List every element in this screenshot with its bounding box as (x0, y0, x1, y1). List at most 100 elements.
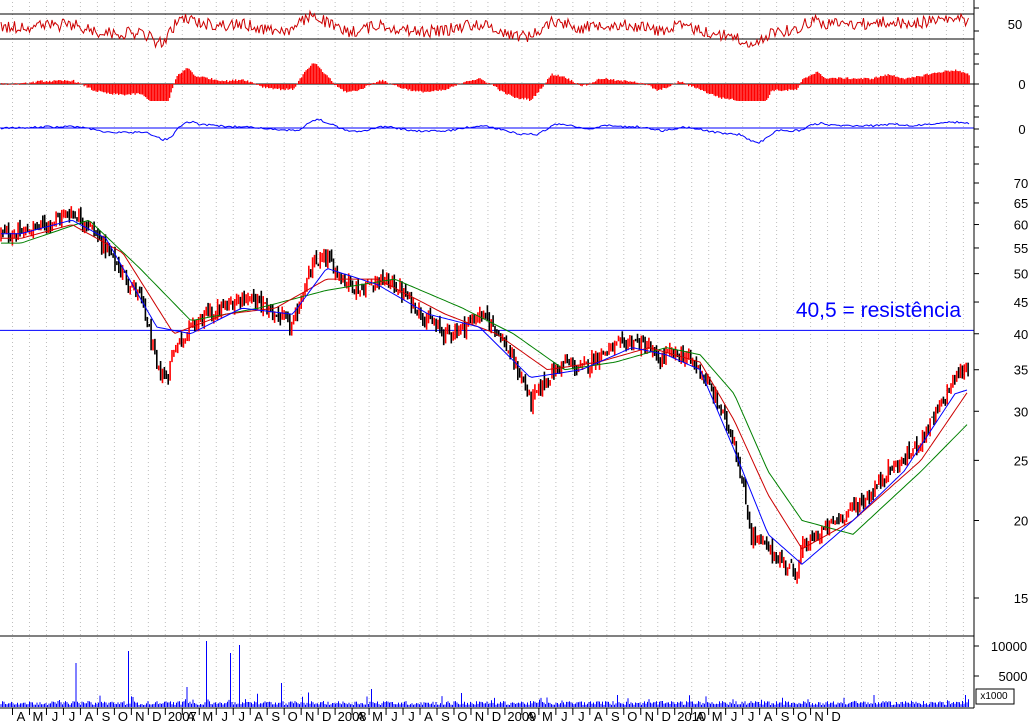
histogram-bar (557, 74, 559, 84)
histogram-bar (838, 77, 840, 84)
ma-fast-line (1, 220, 968, 565)
histogram-bar (583, 84, 585, 85)
histogram-bar (112, 84, 114, 95)
histogram-bar (913, 77, 915, 84)
month-label: A (424, 709, 433, 723)
histogram-bar (79, 83, 81, 84)
histogram-bar (748, 84, 750, 101)
histogram-bar (193, 74, 195, 84)
histogram-bar (845, 77, 847, 84)
month-label: M (202, 709, 213, 723)
histogram-bar (578, 84, 580, 85)
histogram-bar (703, 84, 705, 91)
histogram-bar (422, 84, 424, 93)
histogram-bar (724, 84, 726, 99)
histogram-bar (23, 82, 25, 84)
histogram-bar (151, 84, 153, 101)
volume-bars (0, 641, 969, 707)
histogram-bar (182, 70, 184, 84)
histogram-bar (950, 70, 952, 84)
histogram-bar (940, 72, 942, 84)
histogram-bar (445, 84, 447, 91)
histogram-bar (626, 81, 628, 84)
histogram-bar (892, 75, 894, 84)
histogram-bar (190, 70, 192, 84)
histogram-bar (316, 64, 318, 84)
month-label: 2008 (338, 709, 367, 723)
histogram-bar (572, 81, 574, 84)
month-label: J (222, 709, 229, 723)
histogram-bar (701, 84, 703, 90)
histogram-bar (887, 74, 889, 84)
histogram-bar (787, 84, 789, 91)
histogram-bar (965, 73, 967, 84)
histogram-bar (793, 84, 795, 91)
histogram-bar (922, 76, 924, 84)
histogram-bar (659, 84, 661, 90)
histogram-bar (31, 82, 33, 84)
histogram-bar (823, 77, 825, 84)
histogram-bar (728, 84, 730, 100)
histogram-bar (740, 84, 742, 101)
histogram-bar (343, 84, 345, 92)
histogram-bar (599, 79, 601, 84)
histogram-bar (770, 84, 772, 92)
histogram-bar (254, 83, 256, 84)
histogram-bar (134, 84, 136, 95)
histogram-bar (682, 81, 684, 84)
histogram-bar (743, 84, 745, 101)
histogram-bar (820, 74, 822, 84)
histogram-bar (827, 78, 829, 84)
histogram-bar (169, 84, 171, 98)
month-label: D (152, 709, 161, 723)
histogram-bar (103, 84, 105, 93)
histogram-bar (571, 79, 573, 84)
histogram-bar (145, 84, 147, 98)
histogram-bar (700, 84, 702, 91)
histogram-bar (763, 84, 765, 101)
histogram-bar (893, 75, 895, 84)
histogram-bar (313, 63, 315, 84)
histogram-bar (224, 81, 226, 84)
histogram-bar (607, 78, 609, 84)
histogram-bar (425, 84, 427, 92)
histogram-bar (851, 78, 853, 84)
histogram-bar (886, 75, 888, 84)
histogram-bar (256, 84, 258, 85)
histogram-bar (286, 84, 288, 89)
histogram-bar (158, 84, 160, 101)
histogram-bar (116, 84, 118, 94)
histogram-bar (854, 78, 856, 84)
histogram-bar (661, 84, 663, 90)
histogram-bar (434, 84, 436, 91)
histogram-bar (919, 76, 921, 84)
histogram-bar (695, 84, 697, 89)
histogram-bar (632, 81, 634, 84)
histogram-bar (895, 76, 897, 84)
histogram-bar (295, 84, 297, 87)
histogram-bar (595, 81, 597, 84)
histogram-bar (781, 84, 783, 92)
histogram-bar (706, 84, 708, 94)
month-label: N (645, 709, 654, 723)
ma-mid-line (1, 224, 968, 550)
histogram-bar (533, 84, 535, 96)
histogram-bar (260, 84, 262, 87)
histogram-bar (413, 84, 415, 91)
histogram-bar (43, 82, 45, 84)
histogram-bar (817, 71, 819, 84)
vertical-grid (12, 2, 964, 707)
histogram-bar (814, 73, 816, 84)
histogram-bar (311, 63, 313, 84)
histogram-bar (541, 84, 543, 89)
histogram-bar (334, 84, 336, 86)
histogram-bar (238, 79, 240, 84)
histogram-bar (815, 71, 817, 84)
month-label: J (731, 709, 738, 723)
signal-tick: 0 (1018, 122, 1025, 137)
histogram-bar (946, 70, 948, 84)
histogram-bar (122, 84, 124, 95)
histogram-bar (881, 76, 883, 84)
histogram-bar (119, 84, 121, 94)
